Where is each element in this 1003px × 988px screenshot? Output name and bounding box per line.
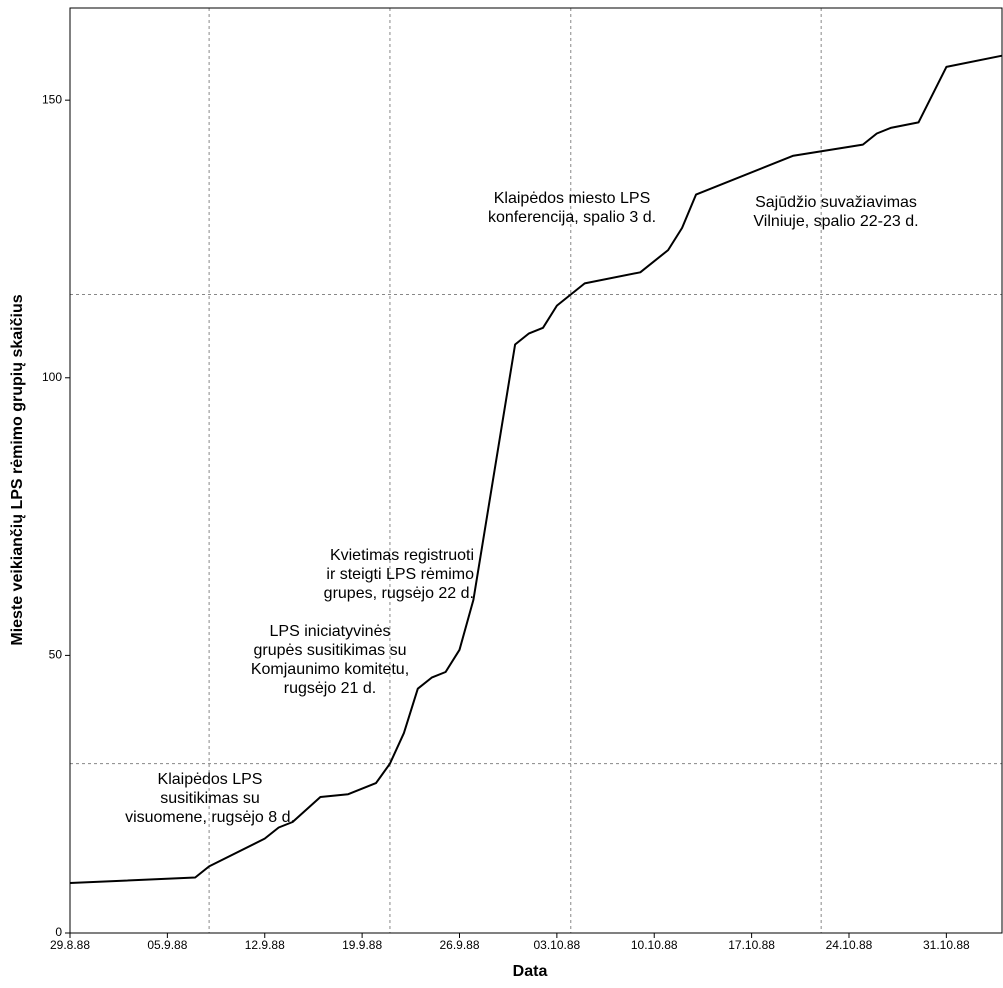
annotation: susitikimas su [160, 790, 260, 807]
x-tick-label: 31.10.88 [923, 938, 970, 952]
x-tick-label: 05.9.88 [147, 938, 187, 952]
annotation: grupes, rugsėjo 22 d. [324, 585, 474, 602]
x-tick-label: 17.10.88 [728, 938, 775, 952]
annotation: Komjaunimo komitetu, [251, 661, 409, 678]
annotation: Klaipėdos LPS [158, 771, 263, 788]
annotation: Vilniuje, spalio 22-23 d. [753, 213, 918, 230]
plot-frame [69, 7, 1003, 934]
x-tick-label: 26.9.88 [439, 938, 479, 952]
y-axis-label: Mieste veikiančių LPS rėmimo grupių skai… [9, 294, 26, 645]
y-tick-label: 100 [42, 370, 62, 384]
annotation: Sajūdžio suvažiavimas [755, 194, 917, 211]
annotation: grupės susitikimas su [254, 642, 407, 659]
x-axis-label: Data [513, 963, 548, 980]
x-tick-label: 29.8.88 [50, 938, 90, 952]
annotation: rugsėjo 21 d. [284, 680, 377, 697]
x-tick-label: 12.9.88 [245, 938, 285, 952]
annotation: Kvietimas registruoti [330, 547, 474, 564]
y-tick-label: 50 [49, 648, 63, 662]
x-tick-label: 10.10.88 [631, 938, 678, 952]
x-tick-label: 24.10.88 [826, 938, 873, 952]
data-line [69, 54, 1003, 884]
annotation: LPS iniciatyvinės [270, 623, 391, 640]
y-tick-label: 0 [55, 925, 62, 939]
x-tick-label: 19.9.88 [342, 938, 382, 952]
y-tick-label: 150 [42, 92, 62, 106]
annotation: konferencija, spalio 3 d. [488, 209, 656, 226]
annotation: ir steigti LPS rėmimo [326, 566, 474, 583]
annotation: Klaipėdos miesto LPS [494, 190, 651, 207]
x-tick-label: 03.10.88 [534, 938, 581, 952]
annotation: visuomene, rugsėjo 8 d. [125, 809, 295, 826]
